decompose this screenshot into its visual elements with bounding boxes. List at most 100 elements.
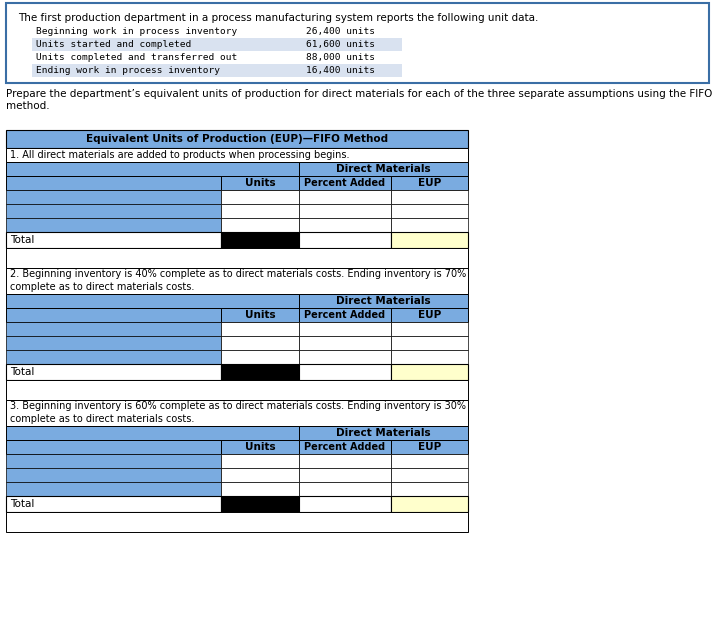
Text: 2. Beginning inventory is 40% complete as to direct materials costs. Ending inve: 2. Beginning inventory is 40% complete a…	[10, 269, 466, 279]
Bar	[221, 308, 299, 322]
Text: 1. All direct materials are added to products when processing begins.: 1. All direct materials are added to pro…	[10, 150, 349, 160]
Bar	[32, 38, 402, 51]
Bar	[221, 322, 299, 336]
Bar	[299, 496, 391, 512]
Text: Percent Added: Percent Added	[304, 442, 385, 452]
Text: Equivalent Units of Production (EUP)—FIFO Method: Equivalent Units of Production (EUP)—FIF…	[86, 134, 388, 144]
Text: 3. Beginning inventory is 60% complete as to direct materials costs. Ending inve: 3. Beginning inventory is 60% complete a…	[10, 401, 466, 411]
Text: Units: Units	[245, 310, 276, 320]
Bar	[32, 64, 402, 77]
Bar	[299, 218, 391, 232]
Bar	[391, 440, 468, 454]
Bar	[6, 426, 299, 440]
Bar	[6, 322, 221, 336]
Bar	[391, 350, 468, 364]
Bar	[391, 232, 468, 248]
Bar	[6, 162, 299, 176]
Text: Total: Total	[10, 235, 34, 245]
Bar	[221, 176, 299, 190]
Bar	[299, 190, 391, 204]
Bar	[221, 440, 299, 454]
Text: Direct Materials: Direct Materials	[337, 296, 431, 306]
Bar	[6, 308, 221, 322]
Text: Direct Materials: Direct Materials	[337, 428, 431, 438]
Bar	[299, 204, 391, 218]
Bar	[299, 162, 468, 176]
Bar	[221, 232, 299, 248]
Text: Units started and completed: Units started and completed	[36, 40, 191, 49]
Text: Percent Added: Percent Added	[304, 178, 385, 188]
Bar	[6, 248, 468, 268]
Bar	[391, 190, 468, 204]
Bar	[6, 294, 299, 308]
Bar	[221, 350, 299, 364]
Bar	[299, 232, 391, 248]
Text: EUP: EUP	[418, 310, 441, 320]
Text: EUP: EUP	[418, 442, 441, 452]
Text: 16,400 units: 16,400 units	[306, 66, 375, 75]
Text: Beginning work in process inventory: Beginning work in process inventory	[36, 27, 237, 36]
Bar	[221, 496, 299, 512]
Bar	[299, 440, 391, 454]
Text: Percent Added: Percent Added	[304, 310, 385, 320]
Bar	[6, 268, 468, 294]
Bar	[6, 454, 221, 468]
Bar	[6, 148, 468, 162]
Bar	[6, 350, 221, 364]
Bar	[6, 218, 221, 232]
Bar	[32, 25, 402, 38]
Text: Units: Units	[245, 178, 276, 188]
Bar	[6, 176, 221, 190]
Text: method.: method.	[6, 101, 49, 111]
Bar	[6, 190, 221, 204]
Text: Prepare the department’s equivalent units of production for direct materials for: Prepare the department’s equivalent unit…	[6, 89, 712, 99]
Text: 26,400 units: 26,400 units	[306, 27, 375, 36]
Bar	[391, 364, 468, 380]
Text: Units completed and transferred out: Units completed and transferred out	[36, 53, 237, 62]
Bar	[6, 204, 221, 218]
Bar	[221, 482, 299, 496]
Bar	[391, 308, 468, 322]
Text: Direct Materials: Direct Materials	[337, 164, 431, 174]
Bar	[6, 512, 468, 532]
Bar	[221, 454, 299, 468]
Bar	[391, 218, 468, 232]
Text: EUP: EUP	[418, 178, 441, 188]
Text: complete as to direct materials costs.: complete as to direct materials costs.	[10, 414, 194, 424]
Bar	[6, 440, 221, 454]
Bar	[221, 364, 299, 380]
Bar	[6, 400, 468, 426]
Bar	[299, 176, 391, 190]
Text: complete as to direct materials costs.: complete as to direct materials costs.	[10, 282, 194, 292]
Text: Total: Total	[10, 499, 34, 509]
Text: 88,000 units: 88,000 units	[306, 53, 375, 62]
Bar	[299, 482, 391, 496]
Bar	[32, 51, 402, 64]
Bar	[299, 454, 391, 468]
Bar	[221, 336, 299, 350]
Text: Total: Total	[10, 367, 34, 377]
Bar	[299, 364, 391, 380]
Bar	[299, 336, 391, 350]
Bar	[6, 130, 468, 148]
Bar	[391, 496, 468, 512]
Bar	[6, 336, 221, 350]
Bar	[299, 308, 391, 322]
Bar	[221, 468, 299, 482]
Bar	[391, 322, 468, 336]
Bar	[6, 468, 221, 482]
Bar	[391, 336, 468, 350]
Bar	[6, 496, 221, 512]
Bar	[391, 454, 468, 468]
Bar	[6, 482, 221, 496]
Bar	[221, 218, 299, 232]
Text: The first production department in a process manufacturing system reports the fo: The first production department in a pro…	[18, 13, 538, 23]
Bar	[6, 364, 221, 380]
Text: 61,600 units: 61,600 units	[306, 40, 375, 49]
Bar	[299, 426, 468, 440]
Bar	[221, 190, 299, 204]
Bar	[391, 468, 468, 482]
Bar	[6, 380, 468, 400]
Bar	[299, 468, 391, 482]
Bar	[299, 350, 391, 364]
